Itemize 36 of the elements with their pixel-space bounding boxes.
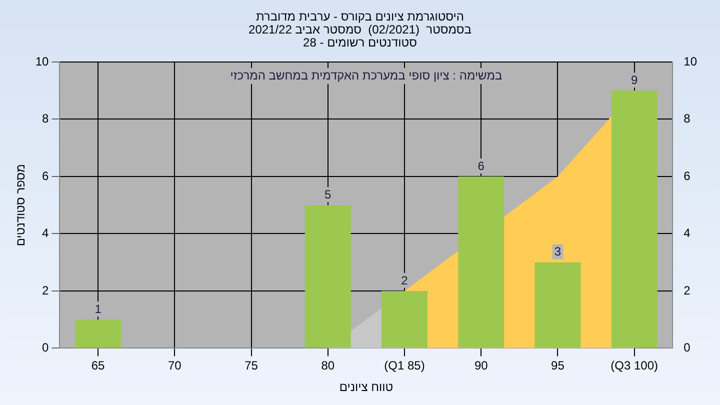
bar (458, 176, 504, 348)
chart-title: היסטוגרמת ציונים בקורס - ערבית מדוברת (256, 9, 464, 24)
y-tick-label: 0 (42, 340, 50, 355)
x-tick-label: 75 (244, 358, 258, 373)
data-label: 1 (94, 302, 102, 316)
chart-subtitle: בסמסטר (02/2021) סמסטר אביב 2021/22 סטודנטים רשומים - 28 (248, 22, 472, 50)
y2-tick-label: 4 (684, 226, 691, 240)
y2-tick-label: 10 (684, 54, 698, 68)
y-tick-label: 10 (35, 54, 50, 68)
bar (534, 262, 581, 348)
data-label: 3 (554, 244, 562, 259)
bar (75, 320, 122, 348)
data-label: 5 (324, 187, 332, 202)
bar (611, 90, 658, 348)
y2-tick-label: 8 (684, 112, 691, 126)
x-tick-label: (Q3 100) (610, 358, 658, 373)
x-tick-label: 70 (168, 358, 182, 373)
annotation: במשימה : ציון סופי במערכת האקדמית במחשב המרכזי (230, 68, 502, 82)
x-tick-label: (Q1 85) (384, 358, 425, 373)
x-tick-label: 95 (551, 358, 565, 373)
data-label: 2 (401, 273, 408, 288)
y2-tick-label: 2 (684, 283, 691, 298)
y2-tick-label: 6 (684, 168, 691, 183)
y-tick-label: 4 (42, 226, 50, 240)
bar (304, 205, 351, 348)
y-tick-label: 6 (42, 168, 50, 183)
y-tick-label: 2 (42, 283, 50, 298)
x-tick-label: 80 (321, 358, 335, 373)
x-axis-title: טווח ציונים (339, 380, 394, 394)
x-tick-label: 90 (474, 358, 488, 373)
y2-tick-label: 0 (684, 340, 691, 355)
y-axis-title: מספר סטודנטים (14, 164, 28, 246)
y-tick-label: 8 (42, 112, 50, 126)
data-label: 6 (478, 158, 485, 173)
data-label: 9 (631, 72, 638, 87)
x-tick-label: 65 (91, 358, 106, 373)
